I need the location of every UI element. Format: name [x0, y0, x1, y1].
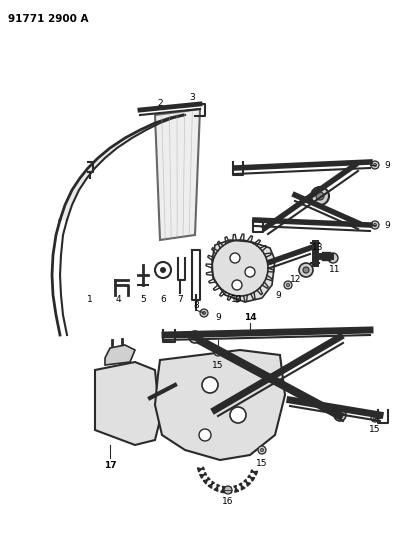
Text: 16: 16 [222, 497, 234, 506]
Circle shape [260, 448, 264, 451]
Polygon shape [155, 109, 200, 240]
Circle shape [316, 192, 324, 200]
Polygon shape [105, 345, 135, 365]
Polygon shape [220, 486, 225, 493]
Circle shape [189, 331, 201, 343]
Circle shape [234, 262, 246, 274]
Text: 6: 6 [160, 295, 166, 304]
Circle shape [374, 223, 376, 227]
Circle shape [303, 267, 309, 273]
Circle shape [199, 429, 211, 441]
Text: 15: 15 [256, 458, 268, 467]
Circle shape [257, 365, 279, 387]
Text: 5: 5 [140, 295, 146, 304]
Text: 1: 1 [87, 295, 93, 304]
Polygon shape [212, 240, 275, 302]
Polygon shape [197, 467, 204, 472]
Text: 17: 17 [104, 461, 116, 470]
Circle shape [374, 164, 376, 167]
Circle shape [287, 284, 290, 287]
Circle shape [245, 267, 255, 277]
Text: 15: 15 [369, 425, 381, 434]
Circle shape [328, 253, 338, 263]
Polygon shape [155, 350, 285, 460]
Polygon shape [199, 472, 207, 478]
Circle shape [202, 377, 218, 393]
Polygon shape [251, 470, 258, 475]
Circle shape [216, 350, 220, 353]
Circle shape [263, 371, 273, 381]
Text: 9: 9 [384, 221, 390, 230]
Text: 10: 10 [231, 295, 243, 304]
Text: 12: 12 [290, 276, 302, 285]
Polygon shape [239, 483, 245, 490]
Polygon shape [244, 479, 251, 486]
Circle shape [230, 253, 240, 263]
Polygon shape [95, 362, 160, 445]
Text: 9: 9 [215, 313, 221, 322]
Text: 11: 11 [329, 265, 341, 274]
Text: 91771 2900 A: 91771 2900 A [8, 14, 89, 24]
Text: 9: 9 [275, 290, 281, 300]
Circle shape [160, 267, 166, 273]
Text: 2: 2 [157, 99, 163, 108]
Polygon shape [203, 477, 210, 484]
Circle shape [371, 161, 379, 169]
Circle shape [200, 309, 208, 317]
Circle shape [230, 407, 246, 423]
Polygon shape [234, 486, 239, 492]
Circle shape [299, 263, 313, 277]
Circle shape [258, 446, 266, 454]
Polygon shape [214, 484, 220, 491]
Text: 9: 9 [384, 160, 390, 169]
Circle shape [374, 416, 376, 419]
Polygon shape [228, 487, 232, 493]
Circle shape [214, 348, 222, 356]
Text: 13: 13 [312, 244, 324, 253]
Polygon shape [248, 475, 255, 481]
Circle shape [371, 221, 379, 229]
Text: 15: 15 [212, 360, 224, 369]
Circle shape [284, 281, 292, 289]
Circle shape [371, 414, 379, 422]
Circle shape [334, 409, 346, 421]
Text: 3: 3 [189, 93, 195, 101]
Text: 14: 14 [244, 313, 256, 322]
Circle shape [202, 311, 206, 314]
Circle shape [224, 486, 232, 494]
Text: 7: 7 [177, 295, 183, 304]
Text: 4: 4 [115, 295, 121, 304]
Polygon shape [208, 481, 214, 488]
Polygon shape [60, 115, 185, 220]
Circle shape [232, 280, 242, 290]
Circle shape [311, 187, 329, 205]
Text: 8: 8 [193, 301, 199, 310]
